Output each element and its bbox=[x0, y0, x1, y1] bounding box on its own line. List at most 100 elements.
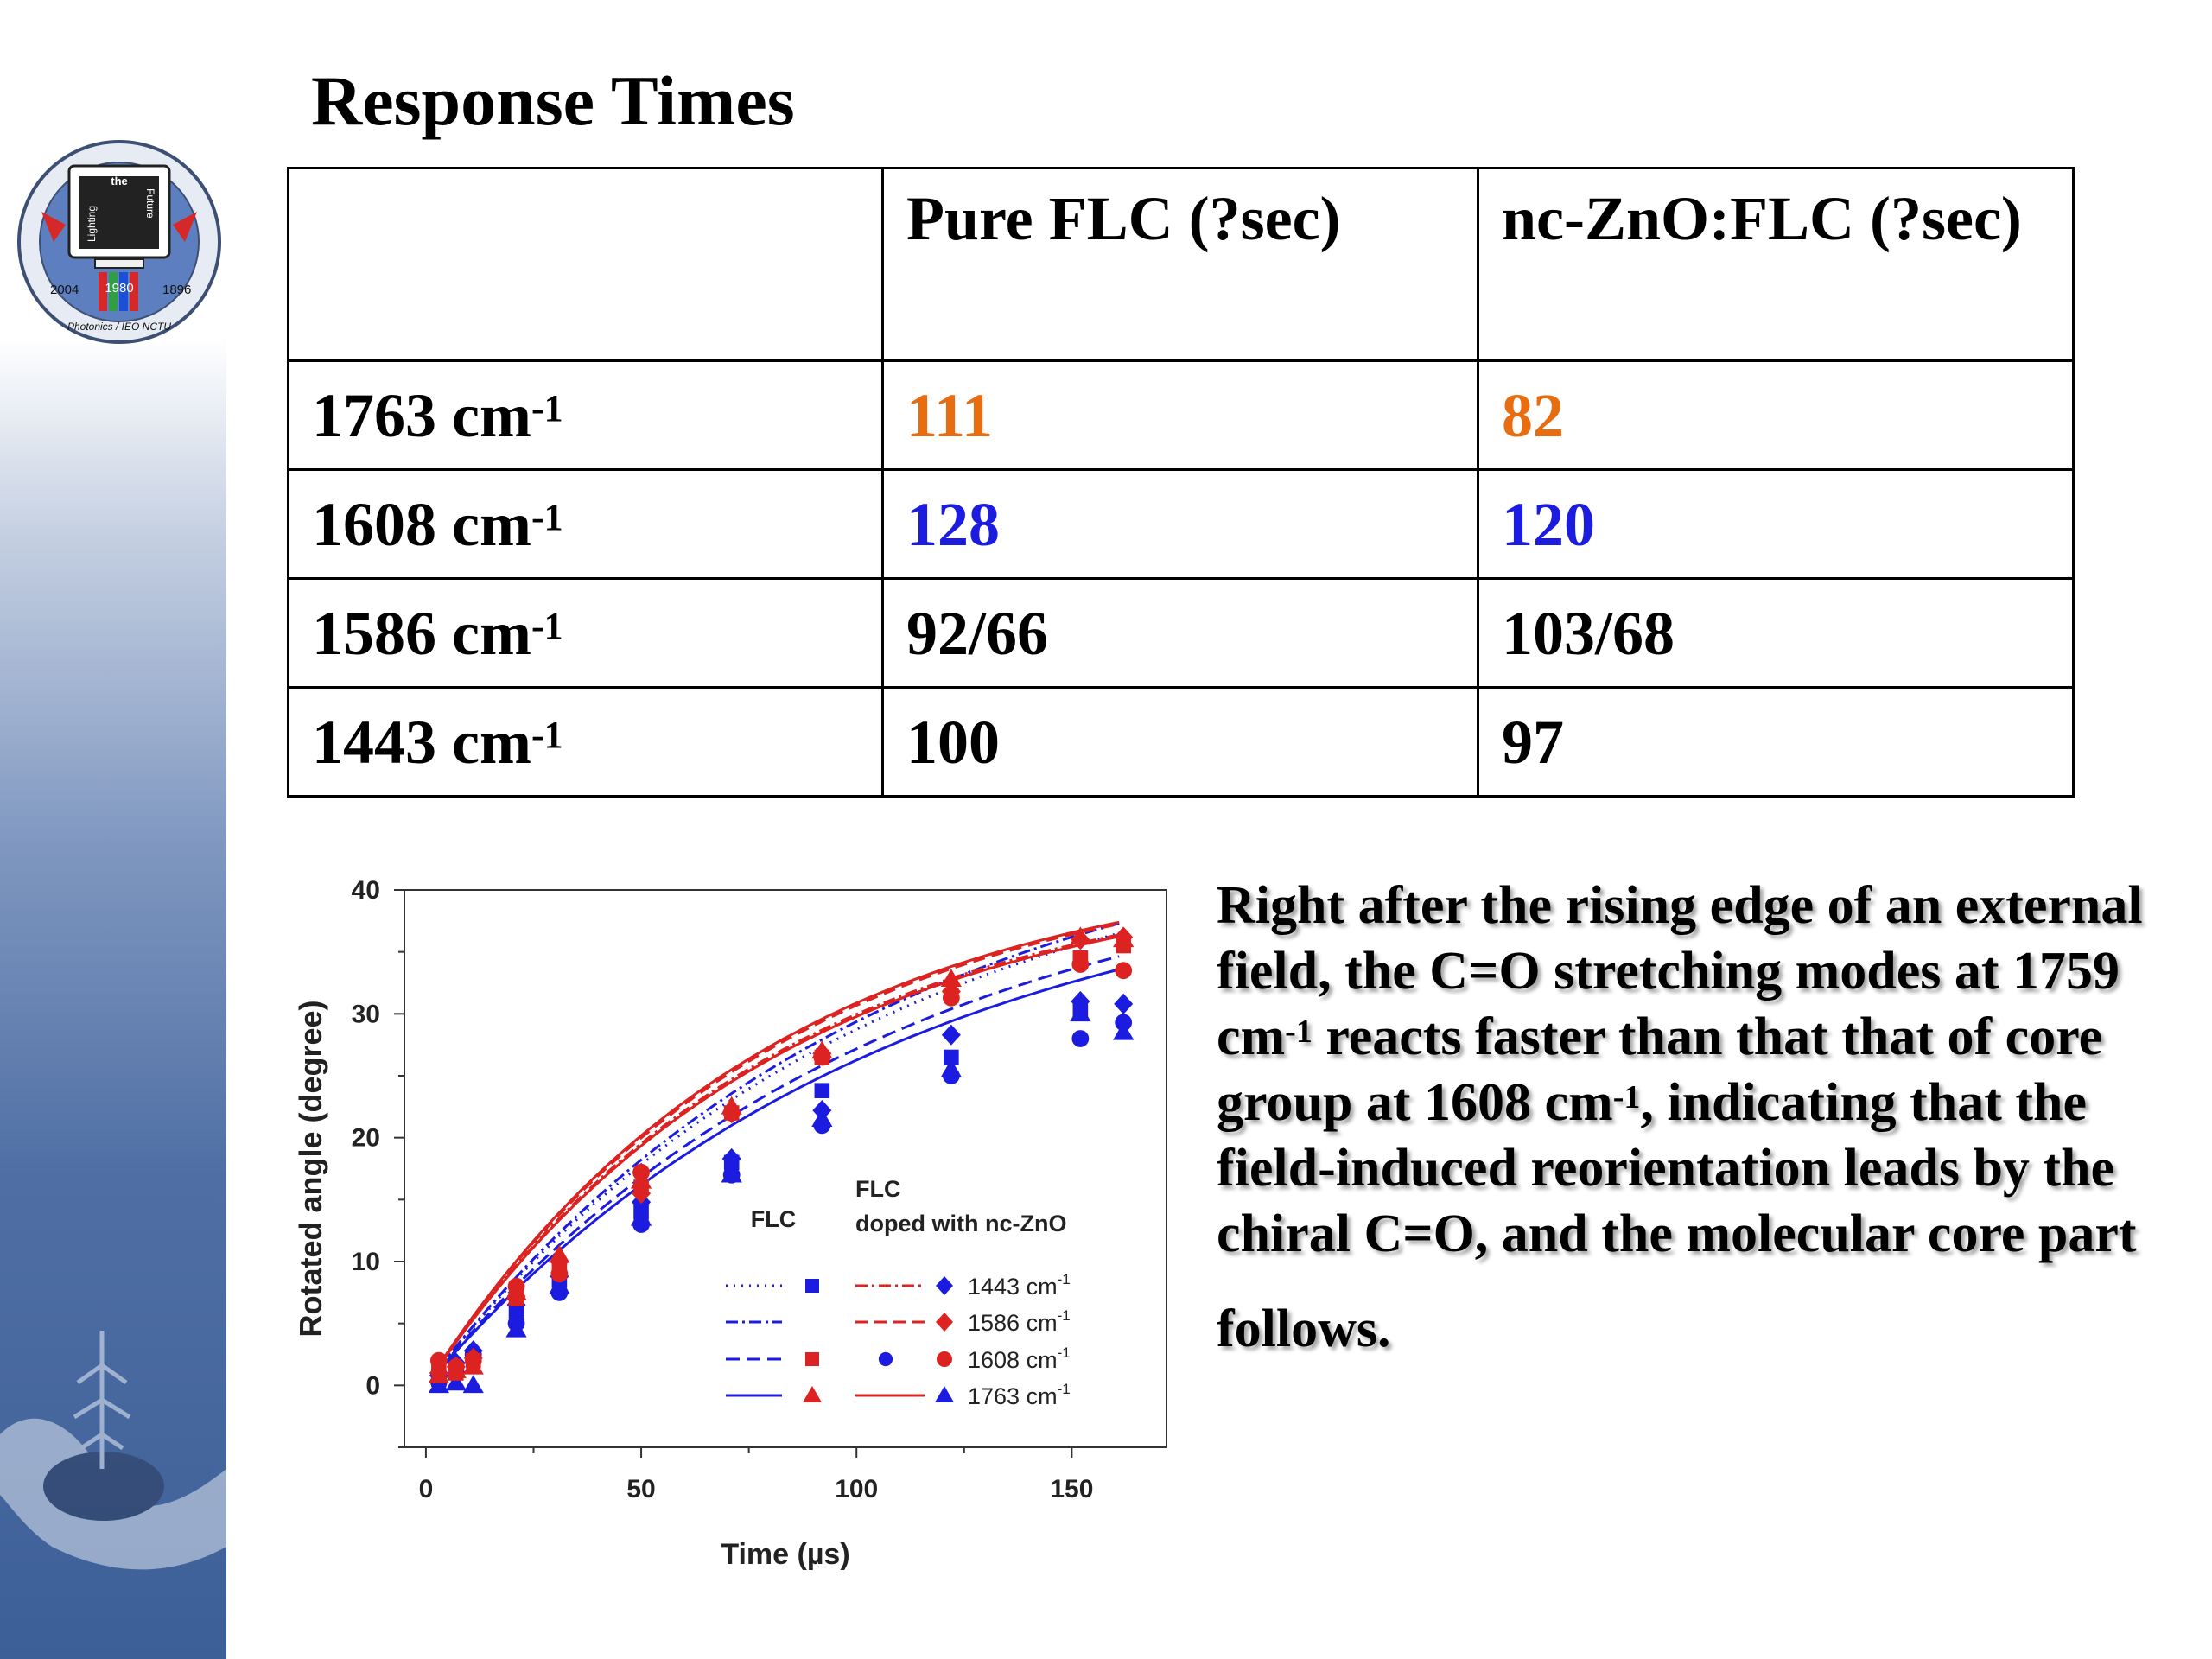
pure-flc-value: 128 bbox=[881, 468, 1479, 580]
table-header-empty bbox=[287, 167, 884, 362]
data-point bbox=[445, 1360, 467, 1378]
x-tick-label: 100 bbox=[835, 1475, 878, 1503]
data-point bbox=[1113, 929, 1135, 948]
table-header-row: Pure FLC (?sec) nc-ZnO:FLC (?sec) bbox=[287, 167, 2075, 362]
data-point bbox=[814, 1083, 830, 1098]
logo-text-future: Future bbox=[144, 188, 156, 219]
data-point bbox=[462, 1375, 484, 1394]
legend-marker-doped bbox=[935, 1386, 954, 1402]
row-label-sup: -1 bbox=[531, 386, 563, 429]
data-point bbox=[940, 969, 962, 987]
chart-svg: 0 50 100 150 0 10 20 30 40 Time (µs) Rotated angle… bbox=[293, 876, 1167, 1571]
x-tick-label: 50 bbox=[626, 1475, 655, 1503]
data-point bbox=[940, 1058, 962, 1077]
table-row: 1608 cm-1 128 120 bbox=[287, 468, 2075, 580]
slide-title: Response Times bbox=[311, 61, 795, 140]
logo-year-left: 2004 bbox=[50, 283, 79, 297]
data-point bbox=[462, 1356, 484, 1375]
table-row: 1443 cm-1 100 97 bbox=[287, 686, 2075, 798]
table-header-doped-flc: nc-ZnO:FLC (?sec) bbox=[1477, 167, 2075, 362]
row-label-sup: -1 bbox=[531, 495, 563, 538]
fit-curve bbox=[437, 968, 1120, 1372]
row-label-cell: 1608 cm-1 bbox=[287, 468, 884, 580]
data-point bbox=[1071, 1030, 1090, 1047]
legend-entry-sup: -1 bbox=[1058, 1344, 1071, 1361]
pure-flc-value: 111 bbox=[881, 359, 1479, 471]
row-label-cell: 1763 cm-1 bbox=[287, 359, 884, 471]
doped-flc-value: 82 bbox=[1477, 359, 2075, 471]
data-point bbox=[942, 988, 960, 1007]
legend-entry-sup: -1 bbox=[1058, 1271, 1071, 1287]
legend-marker-flc bbox=[805, 1279, 819, 1293]
doped-flc-value: 103/68 bbox=[1477, 577, 2075, 689]
x-tick-label: 150 bbox=[1050, 1475, 1093, 1503]
data-point bbox=[1114, 993, 1134, 1014]
data-point bbox=[811, 1109, 833, 1127]
table-row: 1586 cm-1 92/66 103/68 bbox=[287, 577, 2075, 689]
y-tick-label: 20 bbox=[352, 1124, 380, 1153]
logo-year-right: 1896 bbox=[162, 283, 191, 297]
doped-flc-value: 120 bbox=[1477, 468, 2075, 580]
data-point bbox=[429, 1351, 448, 1370]
y-tick-label: 40 bbox=[352, 876, 380, 905]
legend-entry-sup: -1 bbox=[1058, 1307, 1071, 1324]
row-label-cell: 1443 cm-1 bbox=[287, 686, 884, 798]
y-tick-label: 10 bbox=[352, 1248, 380, 1276]
data-point bbox=[721, 1096, 742, 1115]
data-point bbox=[721, 1164, 742, 1183]
row-label: 1443 cm bbox=[312, 707, 531, 777]
data-point bbox=[1115, 962, 1133, 980]
data-point bbox=[428, 1364, 449, 1383]
legend-header-doped-2: doped with nc-ZnO bbox=[855, 1211, 1066, 1236]
data-point bbox=[505, 1319, 527, 1338]
data-point bbox=[1071, 956, 1090, 973]
desc-sup-1: -1 bbox=[1285, 1014, 1313, 1050]
logo-ring-text: Photonics / IEO NCTU bbox=[67, 321, 171, 333]
legend-header-flc: FLC bbox=[751, 1206, 796, 1232]
data-point bbox=[632, 1183, 652, 1205]
data-point bbox=[549, 1275, 570, 1294]
logo-text-the: the bbox=[111, 175, 128, 188]
legend-marker-doped-extra bbox=[878, 1351, 893, 1367]
pure-flc-value: 100 bbox=[881, 686, 1479, 798]
table-row: 1763 cm-1 111 82 bbox=[287, 359, 2075, 471]
pure-flc-value: 92/66 bbox=[881, 577, 1479, 689]
row-label-cell: 1586 cm-1 bbox=[287, 577, 884, 689]
desc-part-3: , indicating that the field-induced reor… bbox=[1217, 1073, 2137, 1263]
data-point bbox=[811, 1040, 833, 1059]
row-label: 1608 cm bbox=[312, 489, 531, 559]
data-point bbox=[505, 1281, 527, 1300]
row-label-sup: -1 bbox=[531, 713, 563, 756]
x-tick-label: 0 bbox=[419, 1475, 434, 1503]
legend-marker-flc bbox=[805, 1352, 819, 1366]
fit-curve bbox=[437, 922, 1120, 1370]
y-tick-label: 30 bbox=[352, 1000, 380, 1028]
data-point bbox=[944, 1049, 959, 1065]
row-label-sup: -1 bbox=[531, 604, 563, 647]
data-point bbox=[445, 1372, 467, 1391]
legend-marker-flc bbox=[803, 1386, 822, 1402]
desc-last-line: follows. bbox=[1217, 1300, 1391, 1358]
fit-curve bbox=[437, 935, 1120, 1368]
data-point bbox=[1113, 1021, 1135, 1040]
y-axis-label: Rotated angle (degree) bbox=[293, 1000, 328, 1337]
hands-holding-soil-image bbox=[0, 1331, 226, 1570]
nctu-photonics-logo: the Lighting Future 2004 1980 1896 Photo… bbox=[17, 140, 221, 344]
description-text: Right after the rising edge of an extern… bbox=[1217, 873, 2202, 1362]
legend-entry-sup: -1 bbox=[1058, 1381, 1071, 1397]
desc-sup-2: -1 bbox=[1612, 1079, 1641, 1116]
doped-flc-value: 97 bbox=[1477, 686, 2075, 798]
data-point bbox=[630, 1170, 652, 1189]
legend-marker-doped bbox=[936, 1276, 953, 1295]
data-point bbox=[630, 1207, 652, 1226]
y-tick-label: 0 bbox=[365, 1371, 380, 1400]
legend-entry-label: 1443 cm-1 bbox=[968, 1271, 1071, 1300]
data-point bbox=[1070, 1003, 1091, 1022]
legend-marker-doped bbox=[936, 1313, 953, 1332]
legend-header-doped-1: FLC bbox=[855, 1176, 900, 1202]
data-point bbox=[941, 1024, 961, 1046]
data-point bbox=[1070, 926, 1091, 945]
legend-entry-label: 1763 cm-1 bbox=[968, 1381, 1071, 1409]
logo-year-center: 1980 bbox=[105, 281, 133, 296]
plot-frame bbox=[404, 889, 1167, 1448]
